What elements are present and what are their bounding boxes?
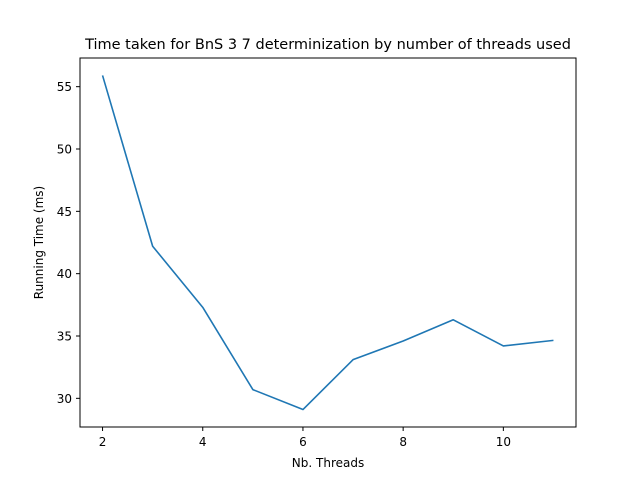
x-tick-label: 2 <box>99 435 107 449</box>
x-tick-label: 6 <box>299 435 307 449</box>
y-tick-label: 45 <box>57 205 72 219</box>
x-tick-label: 8 <box>399 435 407 449</box>
y-axis-label: Running Time (ms) <box>32 186 46 299</box>
plot-area <box>79 57 577 428</box>
x-tick-label: 4 <box>199 435 207 449</box>
y-tick-label: 50 <box>57 143 72 157</box>
x-tick-label: 10 <box>496 435 511 449</box>
axes-frame <box>79 57 577 428</box>
y-tick-label: 55 <box>57 80 72 94</box>
x-axis: 2 4 6 8 10 <box>99 427 511 449</box>
y-axis: 30 35 40 45 50 55 <box>57 80 80 406</box>
y-tick-label: 40 <box>57 267 72 281</box>
x-axis-label: Nb. Threads <box>292 456 364 470</box>
y-tick-label: 35 <box>57 329 72 343</box>
chart-title: Time taken for BnS 3 7 determinization b… <box>84 37 571 53</box>
y-tick-label: 30 <box>57 392 72 406</box>
series-line <box>101 75 554 411</box>
